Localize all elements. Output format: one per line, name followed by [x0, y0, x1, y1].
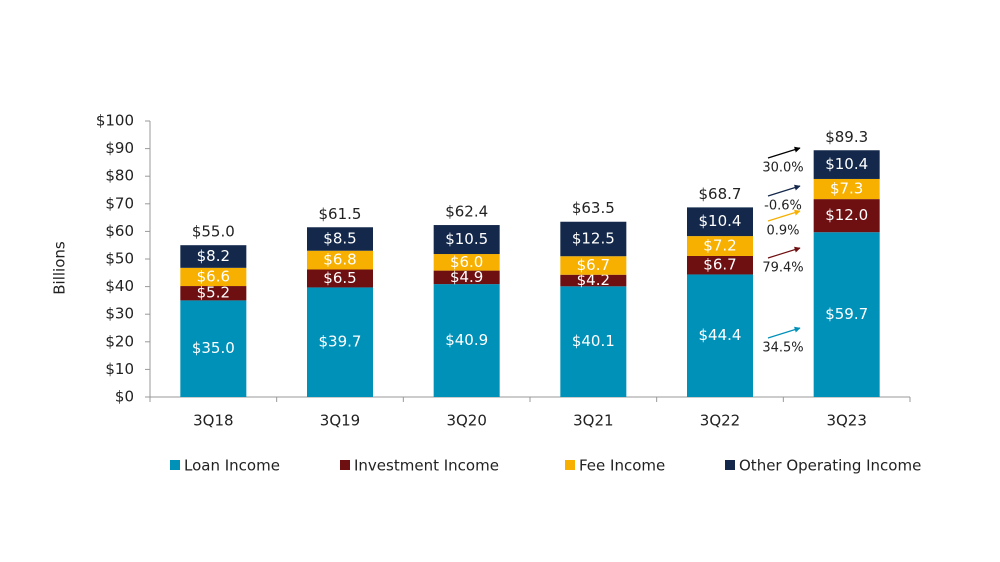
bar-segment: [560, 256, 627, 275]
value-label: $40.9: [445, 331, 488, 349]
bar-segment: [307, 227, 373, 251]
value-label: $5.2: [197, 284, 230, 302]
change-arrow: [767, 209, 801, 222]
bar-segment: [307, 250, 373, 270]
y-tick-label: $30: [105, 305, 134, 323]
bar-segment: [180, 267, 247, 287]
bar-segment: [180, 286, 247, 301]
value-label: $12.0: [825, 206, 868, 224]
total-label: $63.5: [572, 199, 615, 217]
bar-segment: [687, 236, 753, 256]
bar-segment: [433, 225, 500, 255]
x-tick-label: 3Q23: [826, 412, 866, 430]
total-label: $68.7: [699, 185, 742, 203]
bar-segment: [687, 255, 753, 275]
y-tick-label: $0: [115, 388, 134, 406]
y-axis-label: Billions: [51, 241, 69, 295]
value-label: $4.2: [577, 271, 610, 289]
change-label: 30.0%: [762, 161, 803, 176]
y-tick-label: $100: [96, 112, 134, 130]
bar-segment: [307, 269, 373, 288]
value-label: $6.7: [577, 256, 610, 274]
legend-label: Investment Income: [354, 457, 499, 475]
y-tick-label: $40: [105, 277, 134, 295]
value-label: $6.8: [323, 251, 356, 269]
bar-segment: [687, 207, 753, 237]
bar-segment: [813, 199, 880, 233]
bar-segment: [180, 245, 247, 268]
x-tick-label: 3Q18: [193, 412, 233, 430]
change-label: 79.4%: [762, 261, 803, 276]
legend-swatch: [340, 460, 350, 470]
bar-segment: [813, 150, 880, 179]
value-label: $7.3: [830, 180, 863, 198]
x-tick-label: 3Q19: [320, 412, 360, 430]
value-label: $8.2: [197, 247, 230, 265]
value-label: $4.9: [450, 268, 483, 286]
value-label: $35.0: [192, 339, 235, 357]
value-label: $12.5: [572, 229, 615, 247]
change-label: 0.9%: [766, 224, 799, 239]
bar-segment: [180, 300, 247, 397]
y-tick-label: $20: [105, 332, 134, 350]
value-label: $39.7: [319, 333, 362, 351]
legend-label: Other Operating Income: [739, 457, 921, 475]
total-label: $62.4: [445, 203, 488, 221]
value-label: $8.5: [323, 229, 356, 247]
y-tick-label: $60: [105, 222, 134, 240]
bar-segment: [560, 274, 627, 287]
value-label: $6.6: [197, 267, 230, 285]
value-label: $10.4: [825, 155, 868, 173]
bar-segment: [433, 270, 500, 285]
bar-segment: [560, 221, 627, 257]
legend-swatch: [725, 460, 735, 470]
y-tick-label: $50: [105, 250, 134, 268]
x-tick-label: 3Q22: [700, 412, 740, 430]
value-label: $7.2: [703, 237, 736, 255]
total-label: $55.0: [192, 223, 235, 241]
change-arrow: [767, 146, 801, 159]
bar-segment: [813, 178, 880, 200]
x-tick-label: 3Q21: [573, 412, 613, 430]
value-label: $6.0: [450, 253, 483, 271]
legend-swatch: [565, 460, 575, 470]
legend-label: Fee Income: [579, 457, 665, 475]
change-arrow: [767, 184, 801, 197]
total-label: $89.3: [825, 128, 868, 146]
value-label: $59.7: [825, 305, 868, 323]
y-tick-label: $80: [105, 167, 134, 185]
bar-segment: [687, 274, 753, 397]
y-tick-label: $10: [105, 360, 134, 378]
value-label: $6.7: [703, 256, 736, 274]
legend-swatch: [170, 460, 180, 470]
change-label: 34.5%: [762, 341, 803, 356]
total-label: $61.5: [319, 205, 362, 223]
value-label: $40.1: [572, 332, 615, 350]
bar-segment: [307, 287, 373, 397]
change-arrow: [767, 326, 801, 339]
change-arrow: [767, 246, 801, 259]
bar-segment: [813, 232, 880, 397]
value-label: $10.4: [699, 212, 742, 230]
bar-segment: [560, 286, 627, 397]
change-label: -0.6%: [764, 199, 802, 214]
y-tick-label: $90: [105, 139, 134, 157]
value-label: $10.5: [445, 230, 488, 248]
value-label: $6.5: [323, 269, 356, 287]
value-label: $44.4: [699, 326, 742, 344]
bar-segment: [433, 254, 500, 271]
bar-segment: [433, 284, 500, 397]
y-tick-label: $70: [105, 194, 134, 212]
legend-label: Loan Income: [184, 457, 280, 475]
x-tick-label: 3Q20: [446, 412, 486, 430]
